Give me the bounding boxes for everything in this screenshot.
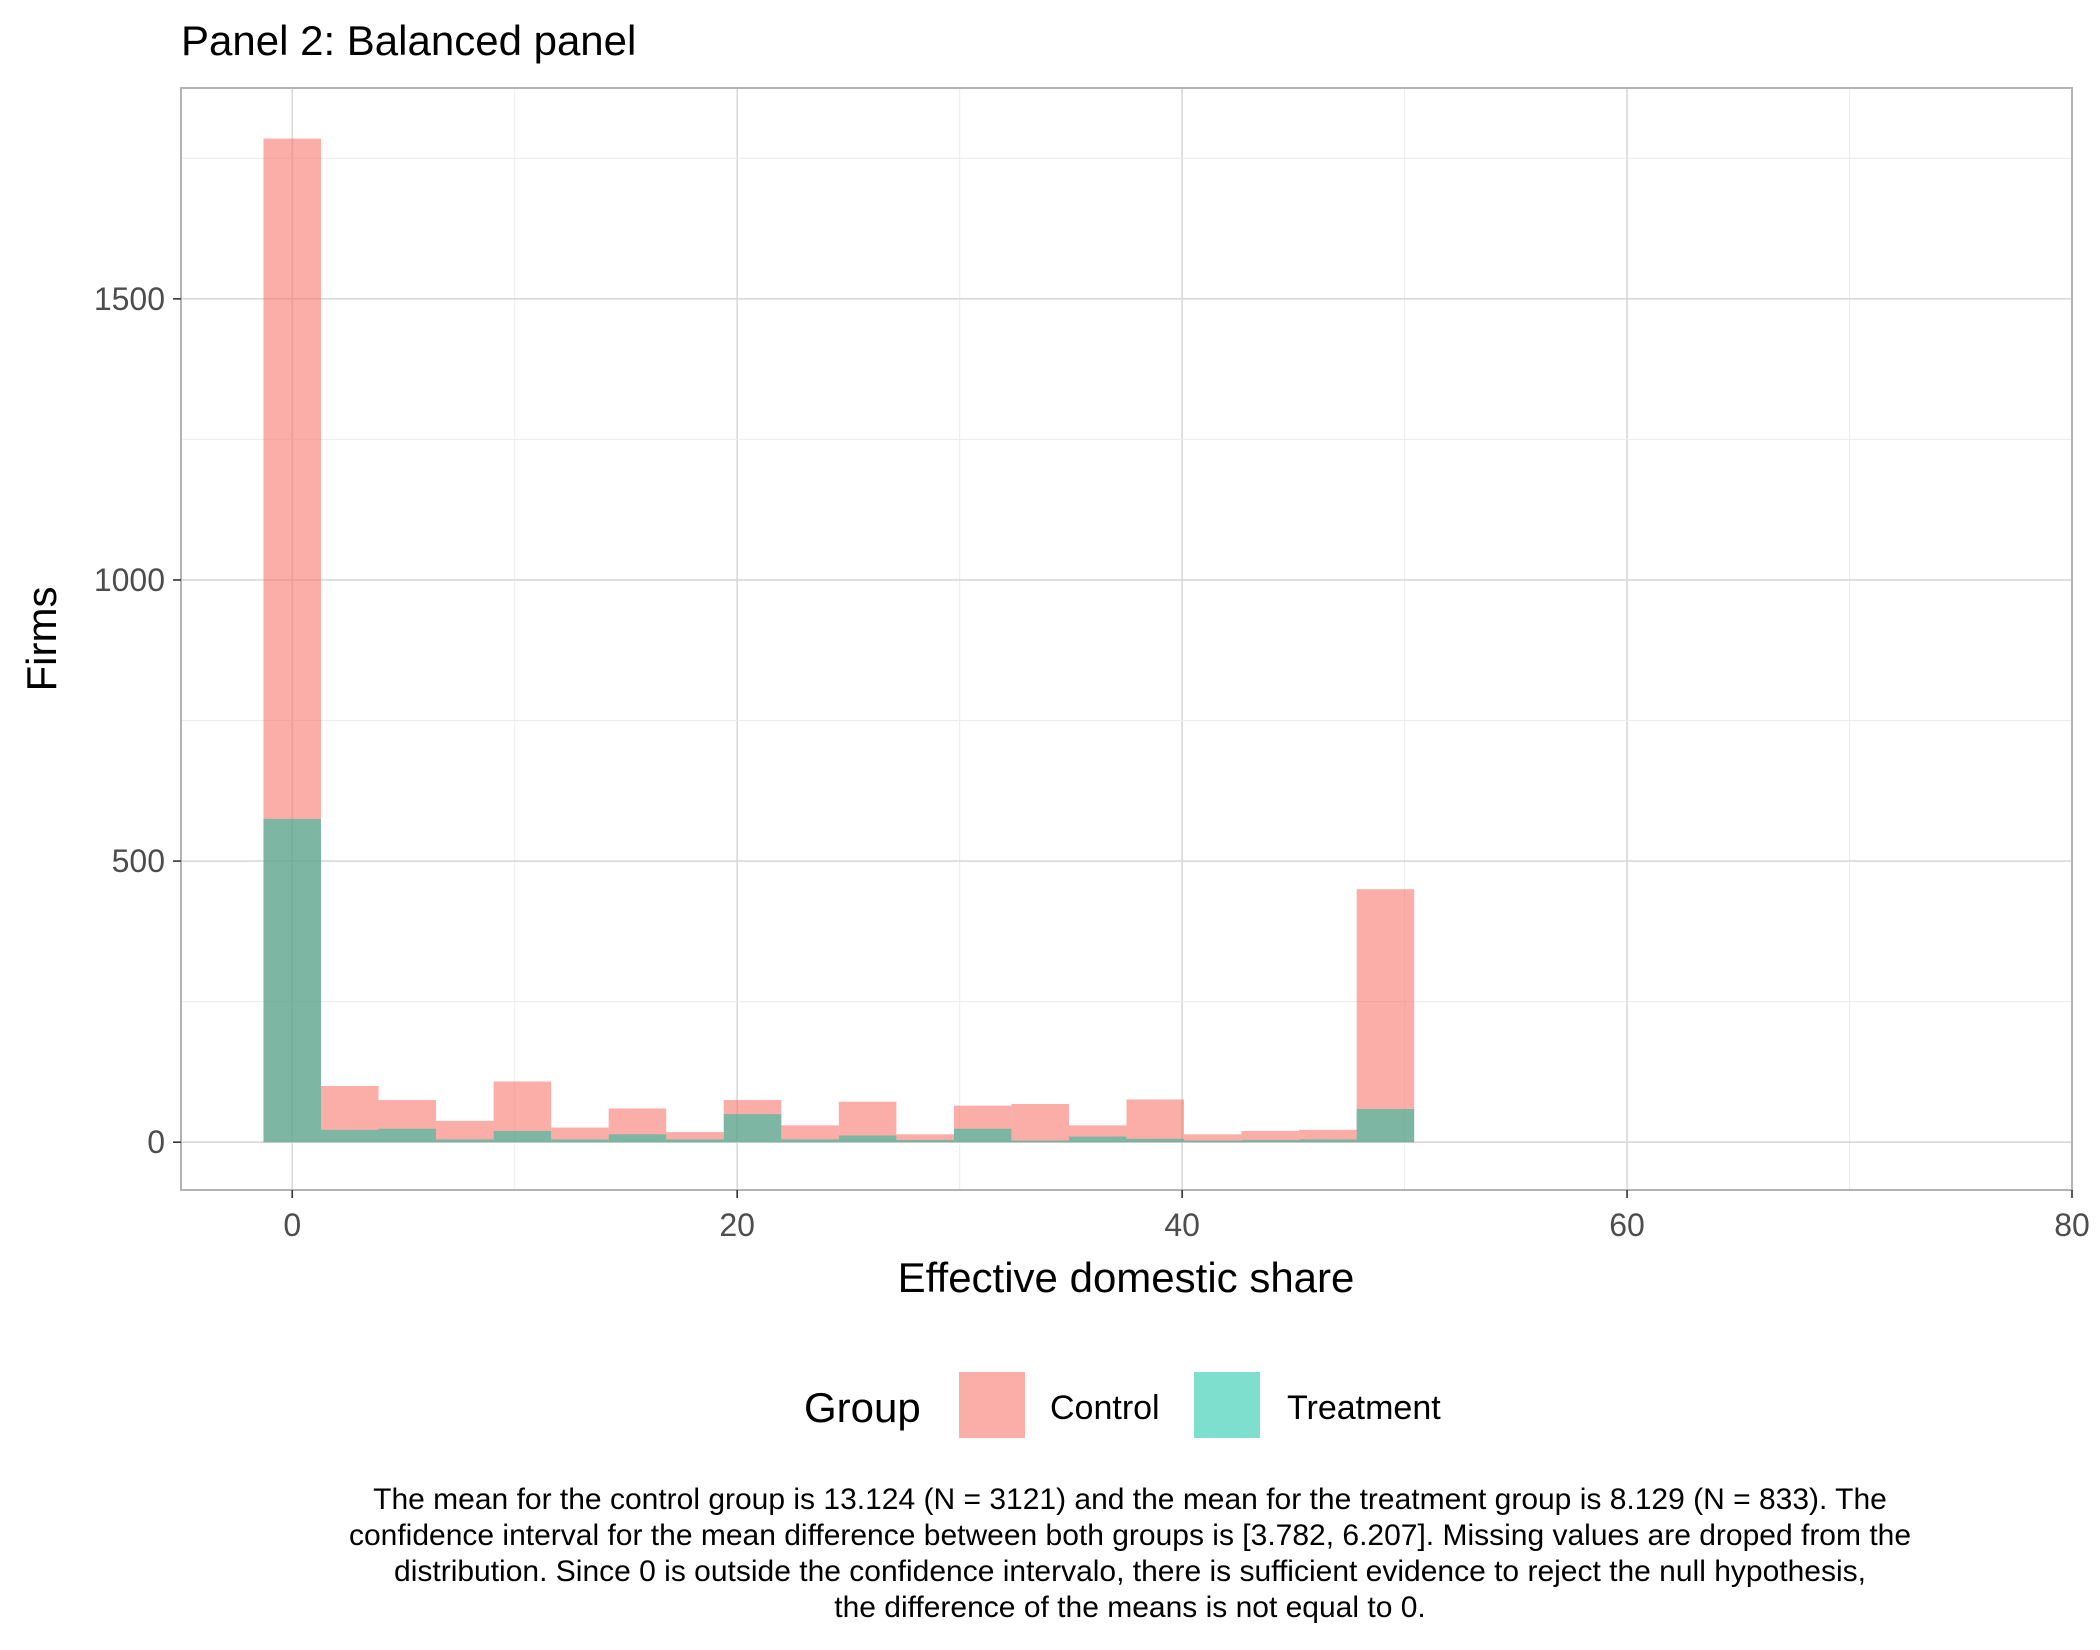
plot-panel-border (180, 87, 2073, 1191)
bar-control (1011, 1103, 1069, 1143)
bar-control (1241, 1130, 1300, 1143)
y-tick-label: 1500 (94, 281, 165, 317)
bar-treatment (436, 1139, 494, 1143)
y-tick-label: 1000 (94, 562, 165, 598)
bar-treatment (838, 1135, 897, 1143)
plot-panel-background (181, 88, 2072, 1190)
bar-treatment (723, 1114, 782, 1143)
gridlines (181, 88, 2073, 1190)
y-axis-ticks: 0 500 1000 1500 (94, 281, 181, 1160)
caption-line: The mean for the control group is 13.124… (373, 1483, 1887, 1516)
y-axis-label: Firms (18, 587, 65, 692)
caption-line: distribution. Since 0 is outside the con… (394, 1555, 1866, 1588)
x-tick-label: 20 (719, 1207, 755, 1243)
x-tick-label: 0 (283, 1207, 301, 1243)
y-tick-label: 500 (112, 843, 165, 879)
series-treatment-bars (263, 818, 1415, 1143)
bar-treatment (551, 1139, 609, 1143)
bar-treatment (1068, 1136, 1127, 1143)
bar-control (896, 1134, 954, 1143)
bar-treatment (263, 818, 322, 1143)
x-tick-label: 80 (2054, 1207, 2090, 1243)
bar-treatment (666, 1139, 724, 1143)
legend-key-control (959, 1372, 1025, 1438)
bar-control (781, 1125, 839, 1143)
x-axis-label: Effective domestic share (898, 1254, 1355, 1301)
x-tick-label: 60 (1609, 1207, 1645, 1243)
bar-control (551, 1127, 609, 1143)
bar-treatment (321, 1129, 379, 1143)
x-axis-ticks: 0 20 40 60 80 (283, 1190, 2090, 1243)
bar-treatment (1299, 1139, 1357, 1143)
bar-treatment (493, 1130, 552, 1143)
chart-caption: The mean for the control group is 13.124… (200, 1482, 2060, 1626)
bar-control (1126, 1099, 1185, 1143)
caption-line: confidence interval for the mean differe… (348, 1519, 1912, 1552)
bar-control (1356, 889, 1415, 1143)
chart-title: Panel 2: Balanced panel (181, 17, 636, 64)
bar-control (666, 1132, 724, 1143)
bar-treatment (608, 1134, 667, 1143)
bar-treatment (378, 1128, 437, 1143)
legend-key-treatment (1194, 1372, 1260, 1438)
bar-treatment (1356, 1109, 1415, 1143)
bar-control (1299, 1129, 1357, 1143)
x-tick-label: 40 (1164, 1207, 1200, 1243)
bar-treatment (953, 1128, 1012, 1143)
bar-treatment (1241, 1139, 1300, 1143)
legend: Group Control Treatment (804, 1372, 1441, 1438)
bar-treatment (781, 1139, 839, 1143)
bar-treatment (1184, 1140, 1242, 1143)
legend-title: Group (804, 1384, 921, 1431)
bar-treatment (1011, 1140, 1069, 1143)
bar-control (1184, 1134, 1242, 1143)
bar-control (436, 1120, 494, 1143)
legend-label-treatment: Treatment (1287, 1389, 1441, 1427)
legend-label-control: Control (1050, 1389, 1160, 1427)
caption-line: the difference of the means is not equal… (834, 1591, 1426, 1624)
bar-treatment (1126, 1138, 1185, 1143)
bar-treatment (896, 1139, 954, 1143)
y-tick-label: 0 (147, 1124, 165, 1160)
